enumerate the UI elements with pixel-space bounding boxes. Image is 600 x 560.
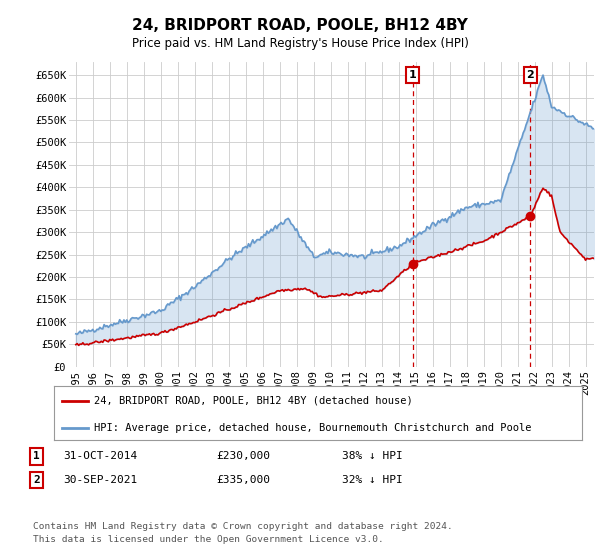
Text: 24, BRIDPORT ROAD, POOLE, BH12 4BY (detached house): 24, BRIDPORT ROAD, POOLE, BH12 4BY (deta… [94, 396, 412, 406]
Text: HPI: Average price, detached house, Bournemouth Christchurch and Poole: HPI: Average price, detached house, Bour… [94, 423, 531, 433]
Text: 31-OCT-2014: 31-OCT-2014 [63, 451, 137, 461]
Text: 32% ↓ HPI: 32% ↓ HPI [342, 475, 403, 485]
Text: 24, BRIDPORT ROAD, POOLE, BH12 4BY: 24, BRIDPORT ROAD, POOLE, BH12 4BY [132, 18, 468, 32]
Text: Price paid vs. HM Land Registry's House Price Index (HPI): Price paid vs. HM Land Registry's House … [131, 36, 469, 50]
Text: 2: 2 [526, 70, 534, 80]
Text: £230,000: £230,000 [216, 451, 270, 461]
Text: 2: 2 [33, 475, 40, 485]
Text: 38% ↓ HPI: 38% ↓ HPI [342, 451, 403, 461]
Text: 1: 1 [33, 451, 40, 461]
Text: Contains HM Land Registry data © Crown copyright and database right 2024.
This d: Contains HM Land Registry data © Crown c… [33, 522, 453, 544]
Text: 1: 1 [409, 70, 416, 80]
Text: 30-SEP-2021: 30-SEP-2021 [63, 475, 137, 485]
Text: £335,000: £335,000 [216, 475, 270, 485]
